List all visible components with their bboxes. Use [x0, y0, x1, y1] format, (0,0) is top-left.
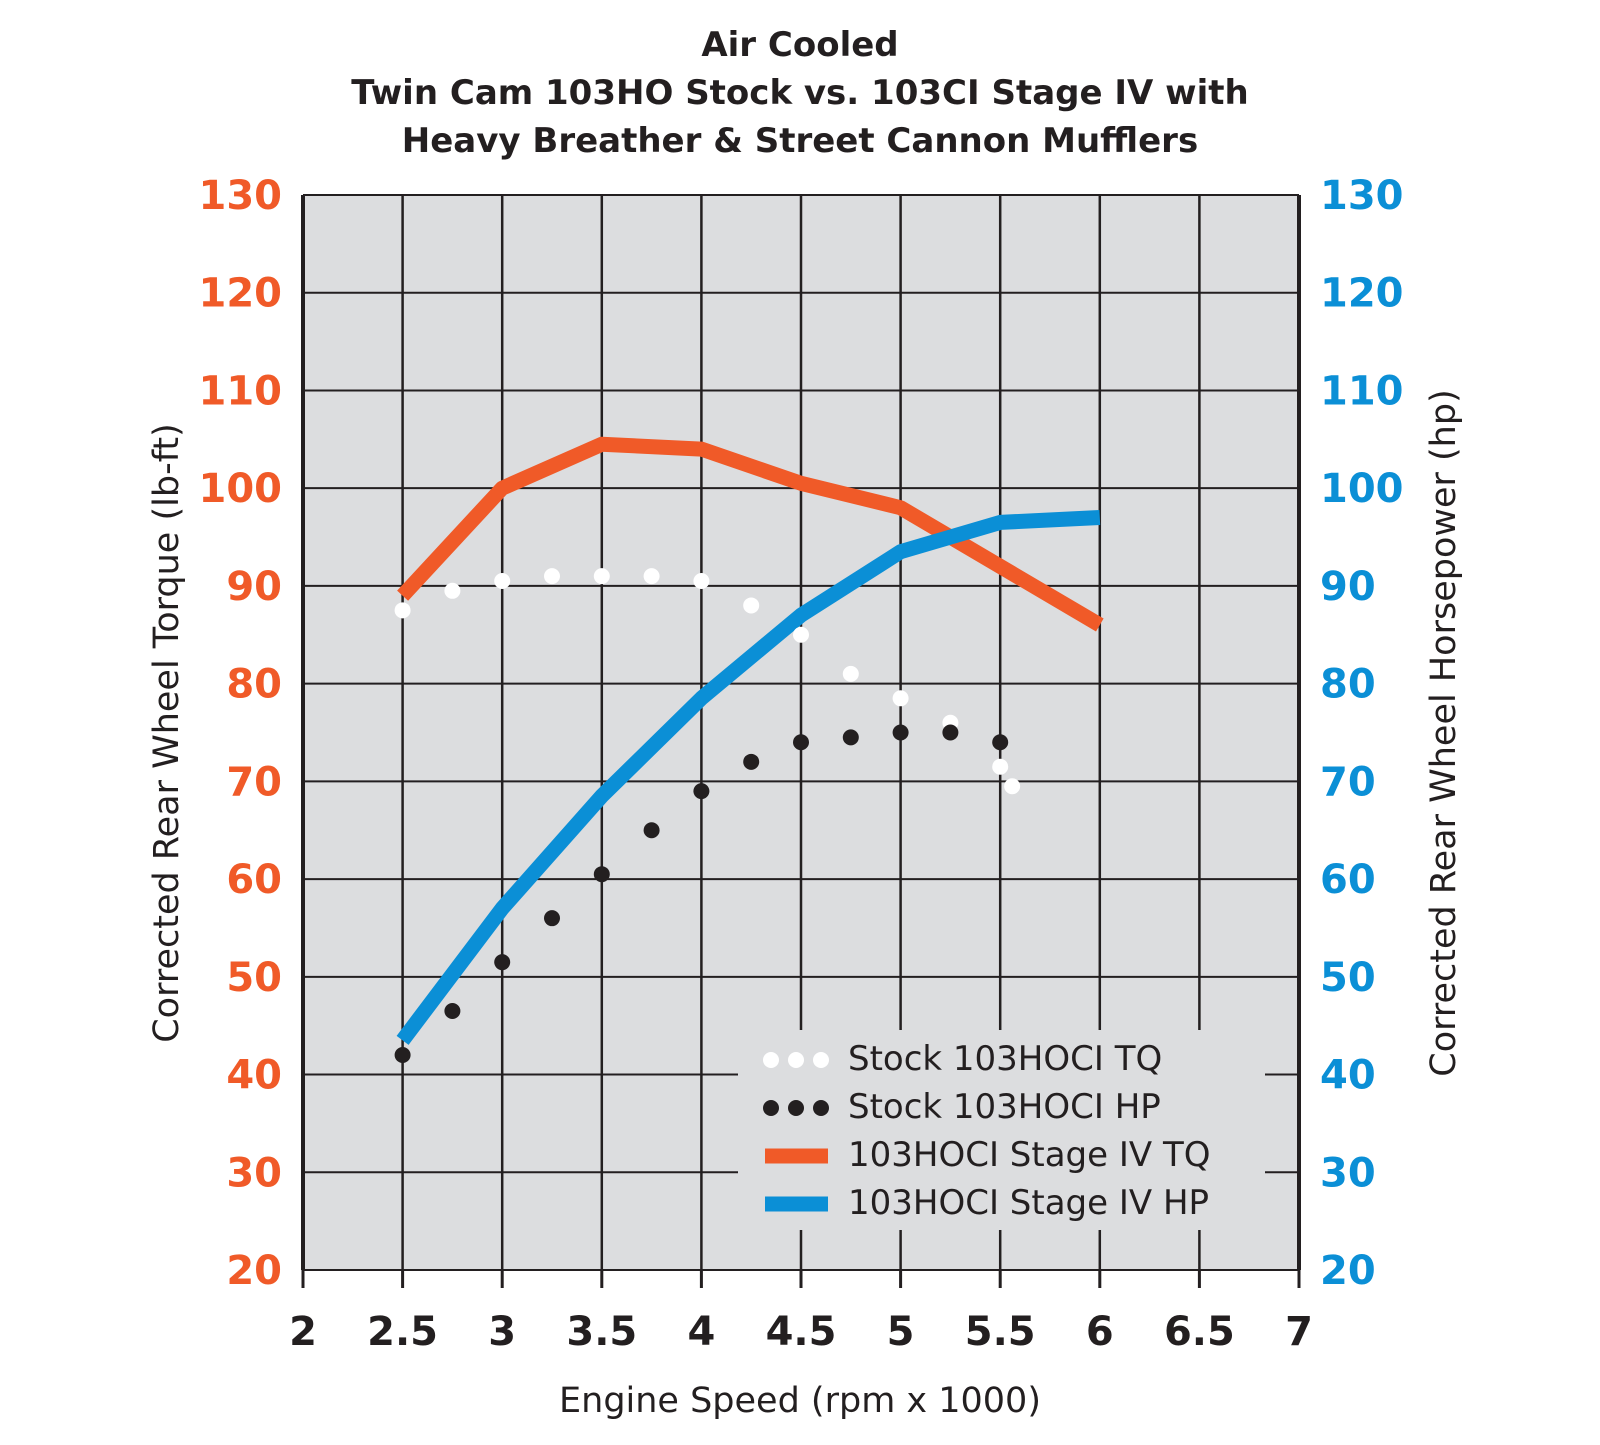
y-tick-right-30: 30: [1320, 1150, 1376, 1196]
y-tick-left-60: 60: [226, 857, 282, 903]
chart-title-line-2: Twin Cam 103HO Stock vs. 103CI Stage IV …: [351, 73, 1248, 113]
y-tick-left-90: 90: [226, 564, 282, 610]
x-tick-2: 2: [289, 1309, 317, 1355]
y-tick-right-70: 70: [1320, 759, 1376, 805]
y-tick-left-80: 80: [226, 662, 282, 708]
series-point-stock-103hoci-tq-10: [892, 690, 909, 707]
chart-title: Air Cooled Twin Cam 103HO Stock vs. 103C…: [351, 25, 1248, 161]
y-tick-right-90: 90: [1320, 564, 1376, 610]
x-tick-2-5: 2.5: [367, 1309, 438, 1355]
y-tick-right-80: 80: [1320, 662, 1376, 708]
series-line-103hoci-stage-iv-hp: [396, 510, 1101, 1045]
series-point-stock-103hoci-tq-1: [444, 582, 461, 599]
series-point-stock-103hoci-hp-2: [494, 954, 511, 971]
y-tick-left-70: 70: [226, 759, 282, 805]
legend-item-stock-hp: Stock 103HOCI HP: [763, 1087, 1161, 1127]
chart-title-line-3: Heavy Breather & Street Cannon Mufflers: [402, 121, 1198, 161]
legend-swatch-dot-1-2: [813, 1100, 829, 1116]
series-point-stock-103hoci-hp-12: [992, 734, 1009, 751]
y-tick-left-40: 40: [226, 1053, 282, 1099]
y-tick-right-100: 100: [1320, 466, 1404, 512]
legend-item-stage-tq: 103HOCI Stage IV TQ: [765, 1135, 1210, 1175]
y-tick-left-20: 20: [226, 1248, 282, 1294]
series-point-stock-103hoci-tq-9: [842, 665, 859, 682]
x-tick-6-5: 6.5: [1164, 1309, 1235, 1355]
series-point-stock-103hoci-tq-5: [643, 568, 660, 585]
series-point-stock-103hoci-hp-4: [593, 866, 610, 883]
y-tick-right-110: 110: [1320, 368, 1404, 414]
series-point-stock-103hoci-hp-6: [693, 783, 710, 800]
series-point-stock-103hoci-hp-0: [394, 1047, 411, 1063]
series-line-103hoci-stage-iv-tq: [397, 436, 1104, 632]
legend-swatch-stock-tq: [763, 1052, 829, 1068]
series-point-stock-103hoci-hp-10: [892, 724, 909, 741]
y-tick-right-130: 130: [1320, 173, 1404, 219]
y-axis-label-left: Corrected Rear Wheel Torque (lb-ft): [147, 423, 187, 1043]
series-point-stock-103hoci-hp-3: [544, 910, 560, 927]
x-tick-6: 6: [1086, 1309, 1114, 1355]
series-point-stock-103hoci-hp-11: [942, 724, 959, 741]
y-tick-left-130: 130: [199, 173, 283, 219]
legend-item-stage-hp: 103HOCI Stage IV HP: [765, 1183, 1209, 1223]
series-point-stock-103hoci-tq-7: [743, 597, 760, 614]
legend-swatch-dot-0-2: [813, 1052, 829, 1068]
series-point-stock-103hoci-hp-5: [643, 822, 660, 839]
x-tick-4: 4: [687, 1309, 715, 1355]
y-tick-left-110: 110: [199, 368, 283, 414]
legend: Stock 103HOCI TQ Stock 103HOCI HP 103HOC…: [738, 1030, 1265, 1230]
x-tick-5-5: 5.5: [965, 1309, 1036, 1355]
legend-label-stock-hp: Stock 103HOCI HP: [848, 1087, 1161, 1127]
series-point-stock-103hoci-tq-2: [494, 573, 511, 590]
series-dots-stock-103hoci-tq: [394, 568, 1021, 795]
chart-title-line-1: Air Cooled: [701, 25, 898, 65]
y-tick-left-120: 120: [199, 271, 283, 317]
series-point-stock-103hoci-hp-8: [793, 734, 809, 751]
series-point-stock-103hoci-hp-9: [842, 729, 859, 746]
y-tick-left-50: 50: [226, 955, 282, 1001]
y-tick-right-40: 40: [1320, 1053, 1376, 1099]
x-axis-label: Engine Speed (rpm x 1000): [559, 1381, 1041, 1421]
x-tick-7: 7: [1285, 1309, 1313, 1355]
series-point-stock-103hoci-tq-0: [394, 602, 411, 619]
series-point-stock-103hoci-tq-3: [544, 568, 560, 585]
y-tick-left-30: 30: [226, 1150, 282, 1196]
series-point-stock-103hoci-tq-8: [793, 626, 809, 643]
legend-label-stage-hp: 103HOCI Stage IV HP: [848, 1183, 1209, 1223]
y-tick-right-60: 60: [1320, 857, 1376, 903]
legend-label-stock-tq: Stock 103HOCI TQ: [848, 1039, 1162, 1079]
y-tick-left-100: 100: [199, 466, 283, 512]
series-point-stock-103hoci-tq-4: [593, 568, 610, 585]
y-tick-right-50: 50: [1320, 955, 1376, 1001]
legend-swatch-dot-0-0: [763, 1052, 779, 1068]
series-point-stock-103hoci-tq-12: [992, 758, 1009, 775]
series-layer: [394, 436, 1104, 1063]
x-tick-4-5: 4.5: [766, 1309, 837, 1355]
legend-swatch-dot-1-1: [788, 1100, 804, 1116]
legend-swatch-dot-0-1: [788, 1052, 804, 1068]
y-tick-right-20: 20: [1320, 1248, 1376, 1294]
x-tick-3-5: 3.5: [566, 1309, 637, 1355]
x-tick-3: 3: [488, 1309, 516, 1355]
legend-label-stage-tq: 103HOCI Stage IV TQ: [848, 1135, 1210, 1175]
tick-labels: 20 30 40 50 60 70 80 90 100 110 120 130 20 30 40 50 60 70…: [199, 173, 1404, 1355]
y-axis-label-right: Corrected Rear Wheel Horsepower (hp): [1424, 389, 1464, 1076]
legend-swatch-stock-hp: [763, 1100, 829, 1116]
series-point-stock-103hoci-tq-6: [693, 573, 710, 590]
series-dots-stock-103hoci-hp: [394, 724, 1009, 1063]
legend-swatch-dot-1-0: [763, 1100, 779, 1116]
x-tick-5: 5: [887, 1309, 915, 1355]
series-point-stock-103hoci-tq-13: [1004, 778, 1021, 795]
legend-item-stock-tq: Stock 103HOCI TQ: [763, 1039, 1162, 1079]
series-point-stock-103hoci-hp-7: [743, 753, 760, 770]
series-point-stock-103hoci-hp-1: [444, 1003, 461, 1020]
y-tick-right-120: 120: [1320, 271, 1404, 317]
